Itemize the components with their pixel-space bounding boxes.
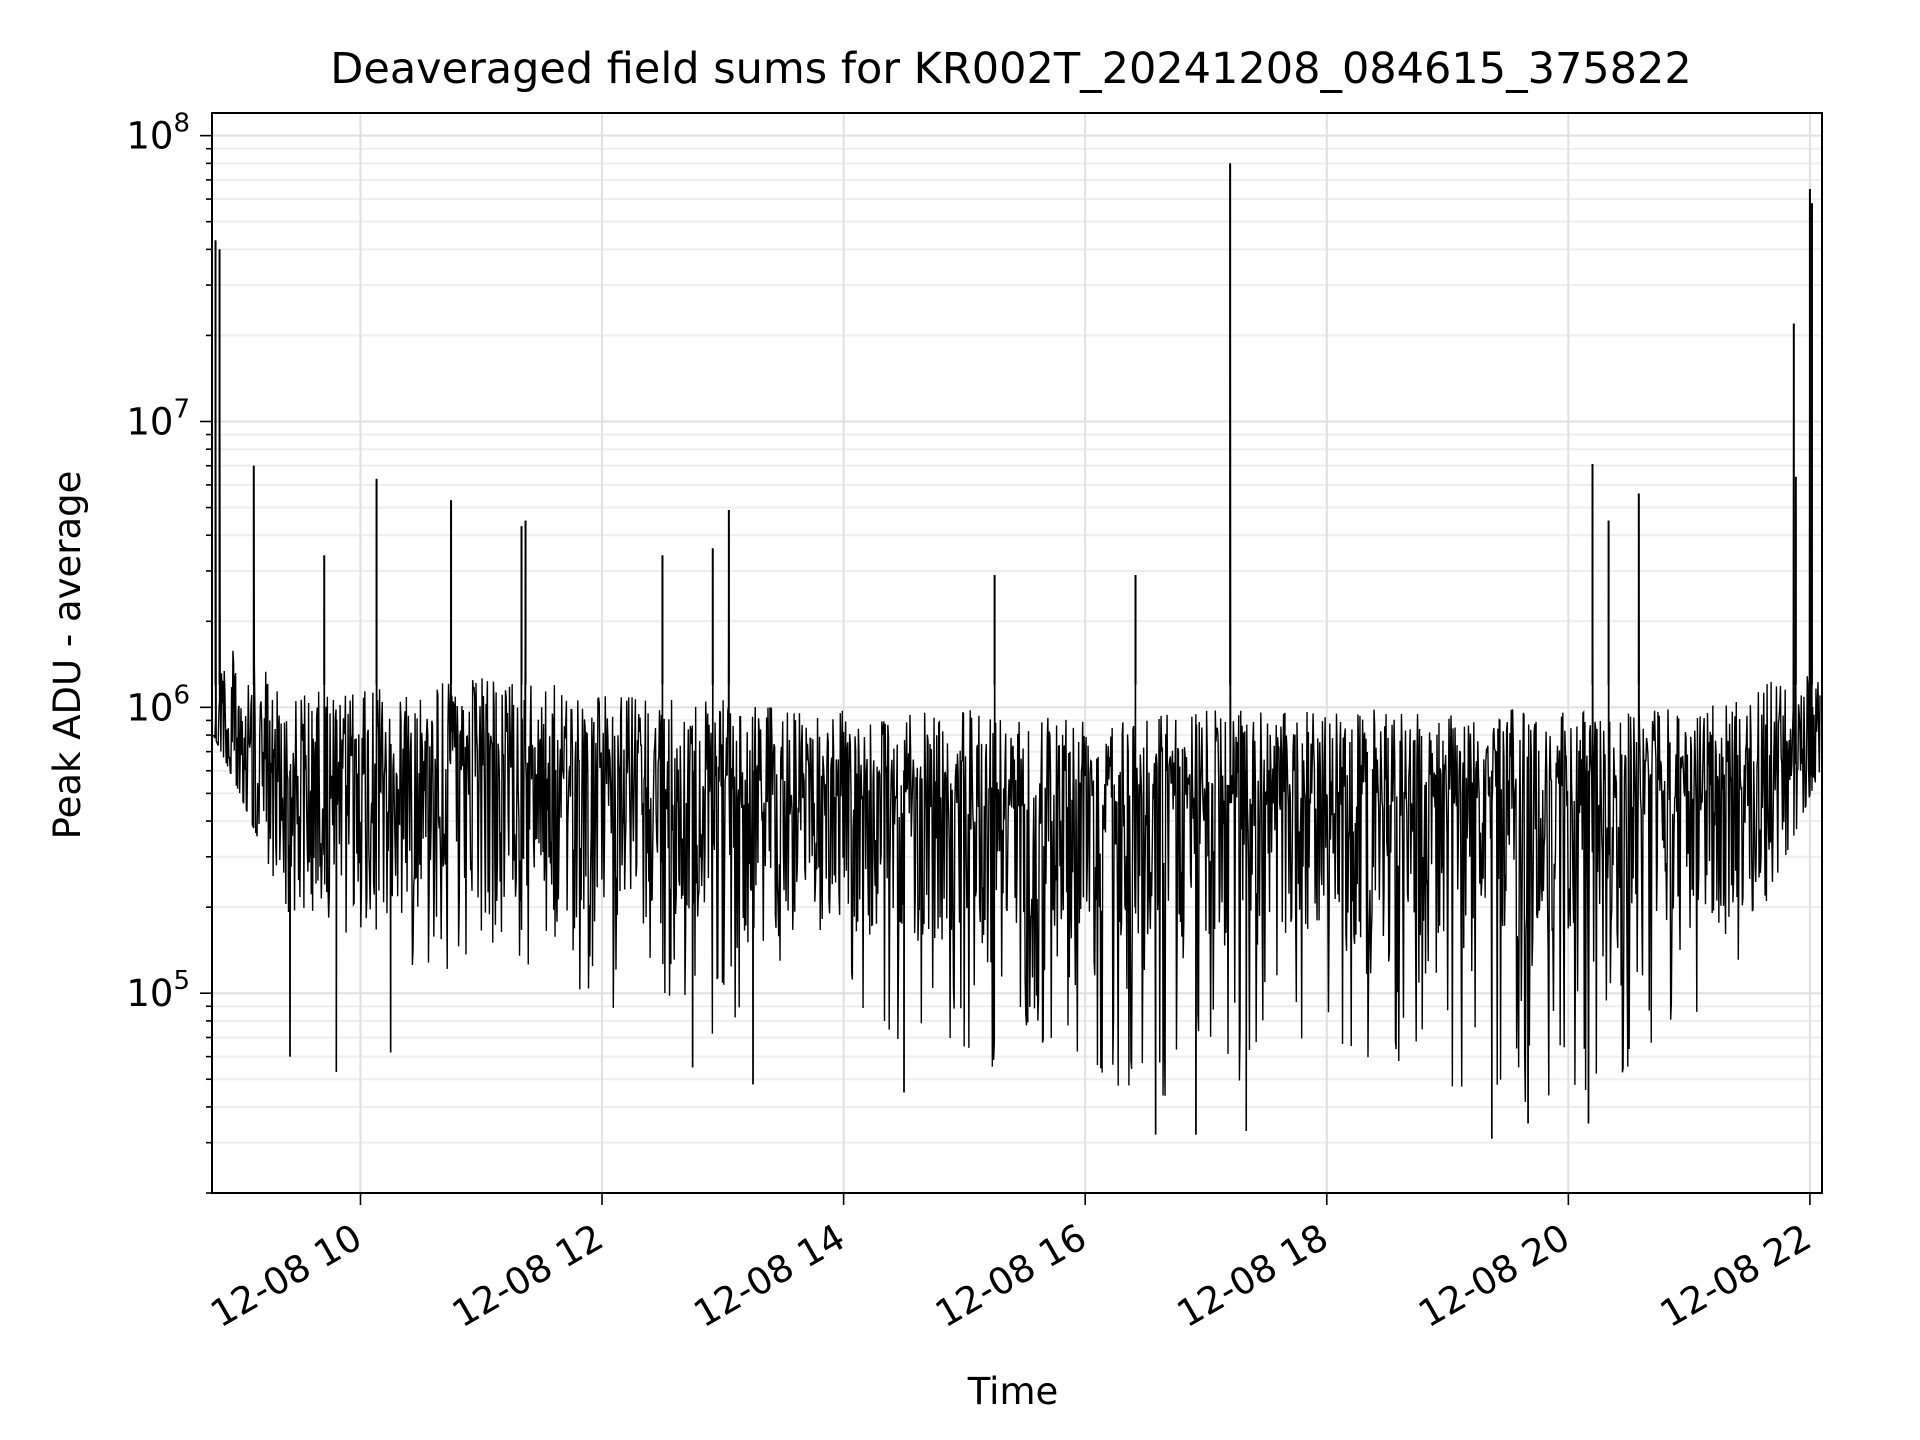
y-axis-label: Peak ADU - average [46,471,89,840]
x-axis-label: Time [967,1370,1059,1413]
y-tick-label: 108 [126,109,190,158]
series-line [212,163,1821,1139]
plot-frame [211,112,1823,1194]
chart-title: Deaveraged field sums for KR002T_2024120… [330,44,1692,94]
series-layer [212,163,1821,1139]
